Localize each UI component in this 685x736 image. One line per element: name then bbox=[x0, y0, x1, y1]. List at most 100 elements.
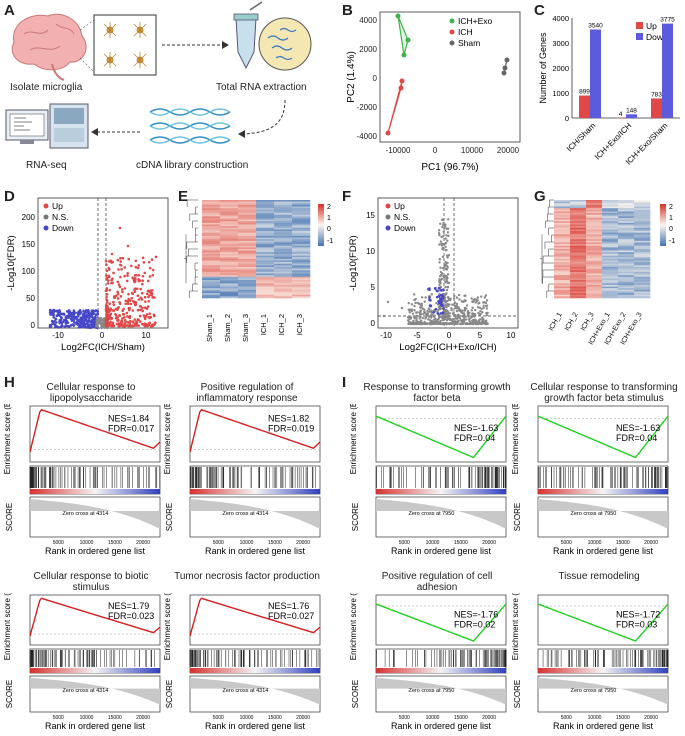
heatmap-g-cell bbox=[554, 214, 571, 217]
volcano-f-point bbox=[455, 307, 459, 310]
volcano-d-point bbox=[120, 288, 124, 291]
heatmap-g-cell bbox=[586, 216, 603, 219]
heatmap-g-cell bbox=[618, 247, 635, 250]
volcano-d-point bbox=[96, 318, 100, 322]
volcano-d-point bbox=[116, 297, 120, 300]
heatmap-e-cell bbox=[202, 296, 221, 299]
gsea-rank-gradient bbox=[538, 489, 668, 494]
heatmap-g-cell bbox=[618, 224, 635, 227]
volcano-d-point bbox=[90, 320, 94, 323]
volcano-f-point bbox=[444, 316, 448, 319]
gsea-score-label: SCORE bbox=[513, 503, 522, 531]
volcano-d-point bbox=[114, 294, 118, 298]
heatmap-e-cell bbox=[220, 275, 239, 278]
heatmap-e-cell bbox=[238, 232, 257, 235]
heatmap-g-cell bbox=[586, 217, 603, 220]
heatmap-e-cell bbox=[274, 206, 293, 209]
volcano-d-point bbox=[100, 326, 103, 330]
heatmap-e-cell bbox=[238, 208, 257, 211]
volcano-d-point bbox=[116, 292, 120, 296]
heatmap-e-cell bbox=[256, 232, 275, 235]
heatmap-e-cell bbox=[256, 281, 275, 284]
heatmap-e-cell bbox=[220, 252, 239, 255]
heatmap-g-cell bbox=[602, 266, 619, 269]
heatmap-e-cell bbox=[274, 217, 293, 220]
volcano-d-point bbox=[96, 322, 99, 326]
heatmap-g-cell bbox=[554, 291, 571, 294]
heatmap-e-cell bbox=[220, 270, 239, 273]
heatmap-e-cell bbox=[292, 240, 311, 243]
heatmap-e-cell bbox=[220, 278, 239, 281]
heatmap-e-cell bbox=[202, 255, 221, 258]
heatmap-g-cell bbox=[570, 253, 587, 256]
volcano-d-point bbox=[104, 274, 108, 278]
heatmap-g-cell bbox=[618, 286, 635, 289]
volcano-f-point bbox=[436, 312, 440, 315]
volcano-f-point bbox=[432, 311, 436, 314]
heatmap-g-cell bbox=[554, 242, 571, 245]
heatmap-g-cell bbox=[586, 237, 603, 240]
volcano-f-point bbox=[452, 297, 456, 300]
heatmap-g-cell bbox=[634, 260, 651, 263]
volcano-f-point bbox=[409, 315, 412, 319]
heatmap-e-cell bbox=[274, 208, 293, 211]
heatmap-e-cell bbox=[292, 247, 311, 250]
volcano-f-point bbox=[438, 280, 441, 284]
heatmap-g-cell bbox=[602, 252, 619, 255]
heatmap-g-cell bbox=[554, 258, 571, 261]
heatmap-g-cell bbox=[602, 278, 619, 281]
heatmap-e-cell bbox=[220, 255, 239, 258]
volcano-f-point bbox=[434, 286, 437, 290]
heatmap-e-cell bbox=[292, 201, 311, 204]
heatmap-e-cell bbox=[274, 237, 293, 240]
heatmap-g-cell bbox=[554, 281, 571, 284]
volcano-f-point bbox=[429, 322, 433, 325]
gsea-zero-cross: Zero cross at 4314 bbox=[223, 511, 269, 517]
heatmap-g-cell bbox=[618, 270, 635, 273]
heatmap-e-cell bbox=[220, 229, 239, 232]
volcano-d-point bbox=[142, 314, 146, 317]
heatmap-e-cell bbox=[256, 227, 275, 230]
heatmap-e-cell bbox=[292, 221, 311, 224]
heatmap-g-cell bbox=[586, 244, 603, 247]
heatmap-g-cell bbox=[570, 281, 587, 284]
heatmap-e-cell bbox=[256, 208, 275, 211]
bar-up bbox=[579, 95, 590, 118]
volcano-f-point bbox=[406, 319, 410, 322]
heatmap-e-cell bbox=[238, 275, 257, 278]
heatmap-e-cell bbox=[292, 266, 311, 269]
volcano-f-point bbox=[455, 309, 459, 313]
volcano-d-point bbox=[105, 269, 109, 273]
volcano-d-point bbox=[117, 283, 121, 286]
volcano-f-point bbox=[427, 318, 430, 321]
pca-ytick: -2000 bbox=[357, 103, 378, 112]
heatmap-g-cell bbox=[586, 227, 603, 230]
heatmap-exo-ich: ICH_1 ICH_2 ICH_3 ICH+Exo_1 ICH+Exo_2 IC… bbox=[540, 199, 675, 346]
gsea-fdr: FDR=0.02 bbox=[454, 620, 495, 630]
volcano-f-point bbox=[445, 292, 448, 295]
volcano-d-xtick: -10 bbox=[52, 331, 64, 340]
heatmap-g-cell bbox=[634, 214, 651, 217]
volcano-f-point bbox=[439, 266, 442, 269]
volcano-d-point bbox=[130, 264, 133, 268]
heatmap-g-cell bbox=[570, 227, 587, 230]
gsea-score-area bbox=[30, 499, 160, 529]
heatmap-e-cell bbox=[292, 214, 311, 217]
volcano-f-point bbox=[466, 309, 470, 313]
volcano-d-point bbox=[85, 326, 88, 329]
heatmap-g-dendrogram bbox=[551, 234, 554, 242]
heatmap-g-cell bbox=[634, 291, 651, 294]
gsea-es-curve bbox=[537, 603, 669, 642]
volcano-d-point bbox=[127, 306, 131, 310]
volcano-f-point bbox=[480, 307, 483, 311]
volcano-f-point bbox=[480, 322, 483, 325]
heatmap-g-cell bbox=[634, 231, 651, 233]
heatmap-g-cell bbox=[570, 242, 587, 245]
heatmap-g-cell bbox=[618, 219, 635, 222]
heatmap-g-cell bbox=[634, 283, 651, 286]
volcano-d-point bbox=[51, 310, 55, 313]
heatmap-e-cell bbox=[220, 242, 239, 245]
volcano-f-point bbox=[485, 304, 489, 307]
heatmap-e-cell bbox=[256, 275, 275, 278]
volcano-f-point bbox=[413, 309, 416, 312]
